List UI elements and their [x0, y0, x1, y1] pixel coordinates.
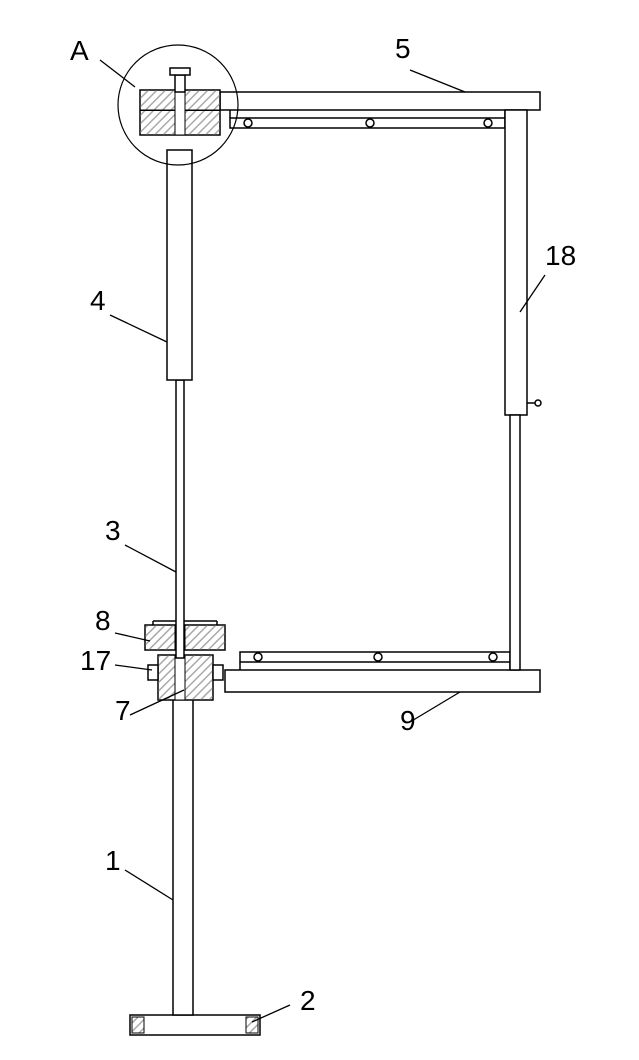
mechanical-drawing: [118, 45, 541, 1035]
label-2: 2: [300, 985, 316, 1016]
mid-joint-bolt-left: [148, 665, 158, 680]
label-5: 5: [395, 33, 411, 64]
column-upper: [167, 150, 192, 380]
base-plate: [130, 1015, 260, 1035]
right-upright-outer: [505, 110, 527, 415]
label-7: 7: [115, 695, 131, 726]
label-3: 3: [105, 515, 121, 546]
right-upright-inner: [510, 415, 520, 670]
mid-joint-bolt-right: [213, 665, 223, 680]
top-arm: [220, 92, 540, 110]
column-lower: [173, 695, 193, 1015]
label-8: 8: [95, 605, 111, 636]
label-1: 1: [105, 845, 121, 876]
label-18: 18: [545, 240, 576, 271]
diagram-canvas: A 5 18 4 3 8 177 9 1 2: [0, 0, 639, 1060]
labels-group: A 5 18 4 3 8 177 9 1 2: [70, 33, 576, 1022]
label-4: 4: [90, 285, 106, 316]
column-inner: [176, 380, 184, 658]
bottom-arm: [225, 670, 540, 692]
label-9: 9: [400, 705, 416, 736]
label-A: A: [70, 35, 89, 66]
label-17: 17: [80, 645, 111, 676]
